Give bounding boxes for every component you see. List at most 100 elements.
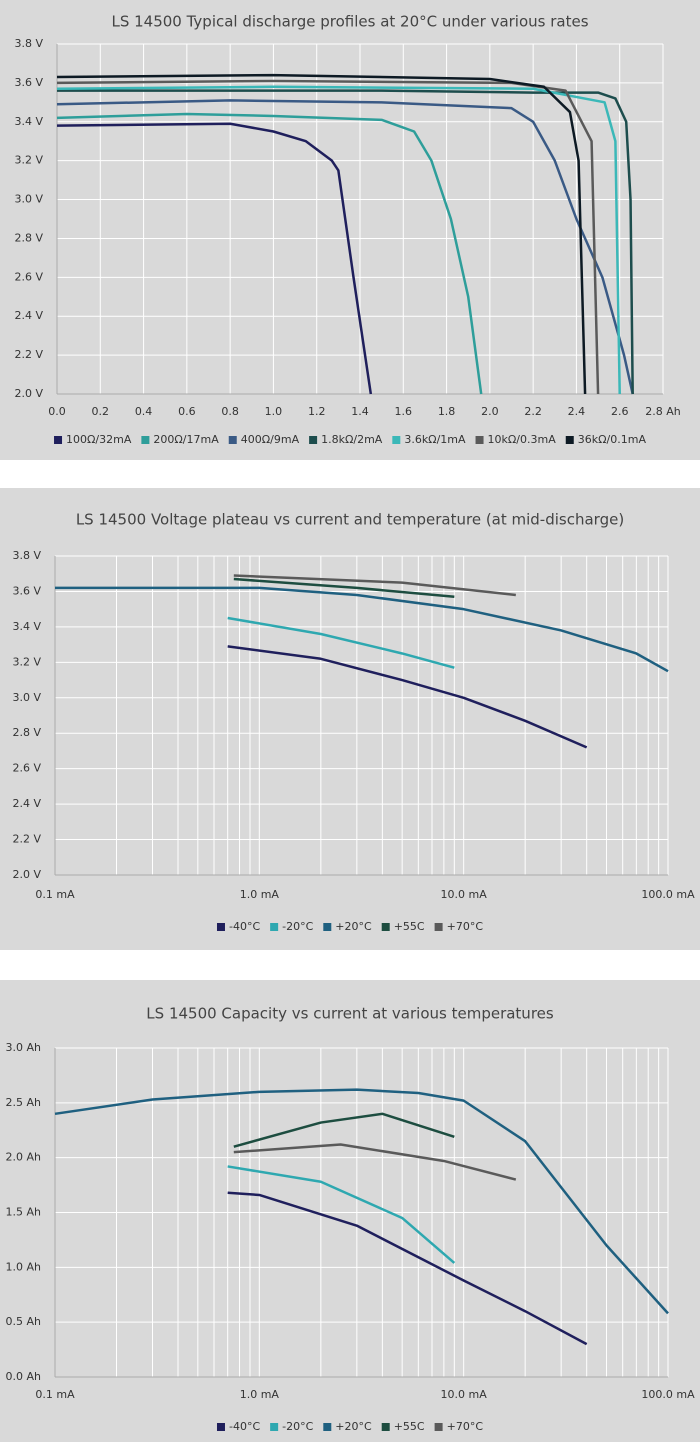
series-line: [227, 645, 588, 749]
legend-label: 36kΩ/0.1mA: [578, 433, 647, 446]
legend-swatch: [565, 436, 574, 444]
series-line: [227, 1191, 588, 1346]
chart-title: LS 14500 Capacity vs current at various …: [146, 1005, 554, 1023]
y-tick-label: 2.2 V: [12, 833, 41, 846]
series-line: [227, 616, 455, 669]
legend-label: +55C: [394, 920, 425, 933]
y-tick-label: 3.2 V: [14, 154, 43, 167]
legend: -40°C -20°C +20°C +55C +70°C: [216, 920, 484, 933]
legend-label: +20°C: [335, 920, 372, 933]
y-tick-label: 0.5 Ah: [6, 1315, 42, 1328]
legend-label: -40°C: [229, 920, 260, 933]
legend-swatch: [323, 923, 332, 931]
x-tick-label: 2.8 Ah: [645, 405, 681, 418]
legend-label: 3.6kΩ/1mA: [404, 433, 466, 446]
chart: LS 14500 Typical discharge profiles at 2…: [0, 0, 700, 460]
series-line: [56, 85, 621, 395]
y-tick-label: 3.2 V: [12, 655, 41, 668]
legend-swatch: [475, 436, 484, 444]
legend-swatch: [392, 436, 401, 444]
series-line: [55, 586, 669, 673]
x-tick-label: 0.8: [221, 405, 239, 418]
y-tick-label: 2.4 V: [14, 309, 43, 322]
x-tick-label: 1.8: [438, 405, 456, 418]
y-tick-label: 2.8 V: [14, 231, 43, 244]
y-tick-label: 2.6 V: [14, 270, 43, 283]
x-tick-label: 10.0 mA: [441, 1388, 488, 1401]
legend-label: +70°C: [447, 920, 484, 933]
series-line: [56, 73, 587, 395]
legend-swatch: [228, 436, 237, 444]
x-tick-label: 100.0 mA: [641, 1388, 695, 1401]
y-tick-label: 3.6 V: [14, 76, 43, 89]
x-tick-label: 1.0: [265, 405, 283, 418]
y-tick-label: 3.4 V: [12, 620, 41, 633]
y-tick-label: 2.2 V: [14, 348, 43, 361]
y-tick-label: 2.4 V: [12, 797, 41, 810]
x-tick-label: 1.2: [308, 405, 326, 418]
chart: LS 14500 Voltage plateau vs current and …: [0, 488, 700, 950]
legend-label: 1.8kΩ/2mA: [321, 433, 383, 446]
x-tick-label: 1.6: [395, 405, 413, 418]
legend-swatch: [381, 923, 390, 931]
chart: LS 14500 Capacity vs current at various …: [0, 980, 700, 1442]
legend-label: -20°C: [282, 1420, 313, 1433]
series-line: [56, 79, 600, 395]
x-tick-label: 0.1 mA: [35, 888, 75, 901]
legend-swatch: [309, 436, 318, 444]
y-tick-label: 3.8 V: [14, 37, 43, 50]
series-line: [233, 1112, 455, 1148]
y-tick-label: 3.0 V: [14, 193, 43, 206]
legend-label: +20°C: [335, 1420, 372, 1433]
legend-label: -20°C: [282, 920, 313, 933]
y-tick-label: 2.0 Ah: [6, 1151, 42, 1164]
legend: -40°C -20°C +20°C +55C +70°C: [216, 1420, 484, 1433]
x-tick-label: 0.6: [178, 405, 196, 418]
x-tick-label: 1.4: [351, 405, 369, 418]
series-line: [233, 1143, 517, 1181]
legend-swatch: [434, 1423, 443, 1431]
y-tick-label: 2.6 V: [12, 762, 41, 775]
x-tick-label: 100.0 mA: [641, 888, 695, 901]
y-tick-label: 3.0 V: [12, 691, 41, 704]
x-tick-label: 2.6: [611, 405, 629, 418]
y-tick-label: 1.5 Ah: [6, 1206, 42, 1219]
x-tick-label: 10.0 mA: [441, 888, 488, 901]
legend-swatch: [216, 923, 225, 931]
y-tick-label: 3.6 V: [12, 584, 41, 597]
chart-title: LS 14500 Voltage plateau vs current and …: [76, 511, 624, 529]
legend-label: -40°C: [229, 1420, 260, 1433]
series-line: [56, 112, 483, 395]
series-line: [54, 1088, 669, 1315]
x-tick-label: 0.0: [48, 405, 66, 418]
series-line: [233, 574, 516, 597]
legend-swatch: [270, 1423, 279, 1431]
legend-label: 200Ω/17mA: [153, 433, 219, 446]
legend-swatch: [141, 436, 150, 444]
x-tick-label: 0.4: [135, 405, 153, 418]
y-tick-label: 3.0 Ah: [6, 1041, 42, 1054]
legend-label: +70°C: [447, 1420, 484, 1433]
x-tick-label: 0.2: [92, 405, 110, 418]
y-tick-label: 2.0 V: [12, 868, 41, 881]
legend-swatch: [216, 1423, 225, 1431]
y-tick-label: 3.4 V: [14, 115, 43, 128]
legend-label: 400Ω/9mA: [241, 433, 300, 446]
series-line: [57, 89, 634, 395]
x-tick-label: 1.0 mA: [240, 1388, 280, 1401]
y-tick-label: 2.0 V: [14, 387, 43, 400]
y-tick-label: 3.8 V: [12, 549, 41, 562]
legend-swatch: [381, 1423, 390, 1431]
y-tick-label: 2.5 Ah: [6, 1096, 42, 1109]
y-tick-label: 0.0 Ah: [6, 1370, 42, 1383]
legend-label: 100Ω/32mA: [66, 433, 132, 446]
x-tick-label: 2.4: [568, 405, 586, 418]
legend-label: 10kΩ/0.3mA: [488, 433, 557, 446]
series-line: [56, 99, 634, 395]
x-tick-label: 2.0: [481, 405, 499, 418]
series-line: [233, 577, 455, 599]
series-line: [56, 122, 373, 395]
legend-swatch: [270, 923, 279, 931]
x-tick-label: 2.2: [524, 405, 542, 418]
